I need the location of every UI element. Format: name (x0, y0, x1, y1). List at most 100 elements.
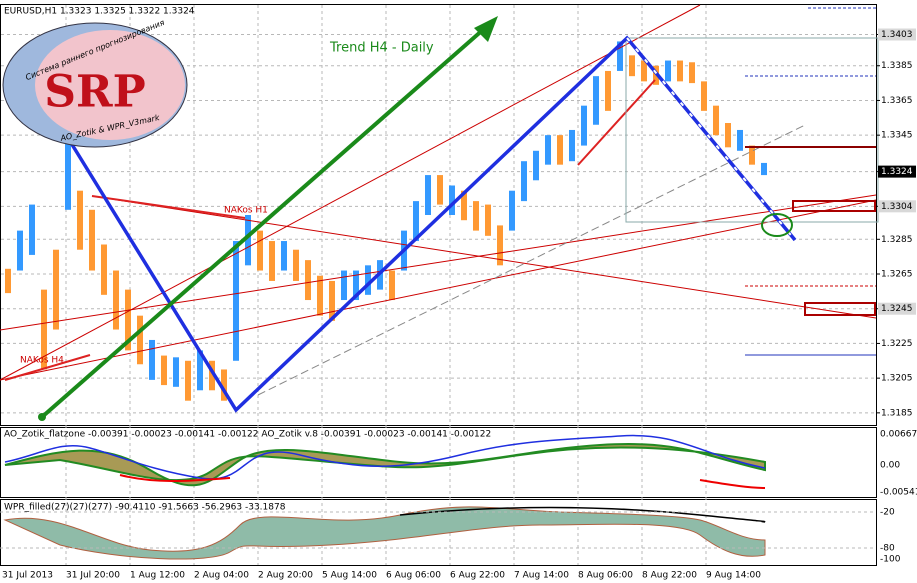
price-bar (437, 175, 443, 205)
price-bar (293, 249, 299, 281)
bars (5, 41, 767, 401)
x-tick-label: 9 Aug 14:00 (706, 571, 761, 581)
price-bar (509, 190, 515, 231)
price-bar (713, 105, 719, 136)
x-tick-label: 5 Aug 14:00 (322, 571, 377, 581)
ao-line (119, 474, 766, 489)
ao-panel (0, 427, 877, 498)
price-bar (737, 129, 743, 151)
y-tick-label: 1.3403 (881, 30, 913, 40)
price-bar (749, 145, 755, 165)
price-bar (233, 241, 239, 361)
price-box (878, 165, 916, 178)
x-tick-label: 8 Aug 06:00 (578, 571, 633, 581)
zigzag-dash (626, 37, 796, 241)
main-panel (0, 4, 877, 426)
trend-arrow (40, 26, 487, 419)
price-bar (605, 70, 611, 111)
level-box (792, 200, 876, 212)
price-bar (365, 265, 371, 295)
price-bar (77, 190, 83, 250)
price-bar (449, 185, 455, 215)
ao-line (4, 434, 766, 480)
price-bar (269, 241, 275, 281)
price-bar (701, 81, 707, 111)
arrow-start (38, 413, 46, 421)
y-tick-label: 1.3304 (881, 202, 913, 212)
x-tick-label: 1 Aug 12:00 (130, 571, 185, 581)
price-bar (149, 339, 155, 380)
x-tick-label: 6 Aug 06:00 (386, 571, 441, 581)
zone-box (625, 37, 879, 223)
price-bar (677, 60, 683, 82)
y-tick-label: 1.3365 (881, 96, 913, 106)
nakos-line (91, 195, 246, 219)
price-box (878, 302, 916, 315)
annotation: Trend H4 - Daily (329, 41, 434, 56)
price-bar (197, 350, 203, 391)
price-bar (665, 60, 671, 82)
level-box (804, 302, 876, 316)
price-bar (17, 230, 23, 271)
y-tick-label: 1.3245 (881, 304, 913, 314)
indicator-scale: -100 (880, 555, 901, 565)
price-bar (173, 357, 179, 387)
y-tick-label: 1.3185 (881, 408, 913, 418)
price-bar (593, 76, 599, 125)
y-tick-label: 1.3265 (881, 270, 913, 280)
price-bar (281, 241, 287, 271)
y-tick-label: 1.3285 (881, 235, 913, 245)
x-tick-label: 2 Aug 20:00 (258, 571, 313, 581)
y-tick-label: 1.3385 (881, 61, 913, 71)
wpr-line (399, 506, 766, 523)
price-bar (413, 201, 419, 242)
annotation: NAKos H4 (20, 356, 64, 366)
overlays (0, 4, 879, 421)
price-bar (209, 360, 215, 391)
wpr-area (3, 506, 766, 560)
price-bar (257, 230, 263, 271)
price-bar (569, 129, 575, 162)
ao-area (4, 443, 766, 487)
zigzag (66, 35, 797, 413)
price-bar (617, 41, 623, 71)
price-bar (341, 270, 347, 301)
price-bar (581, 105, 587, 146)
channel-line (0, 4, 701, 381)
indicator-label: AO_Zotik_flatzone -0.00391 -0.00023 -0.0… (4, 430, 491, 440)
annotation: NAKos H1 (224, 206, 268, 216)
nakos-line (4, 354, 91, 381)
price-bar (461, 190, 467, 221)
price-bar (425, 175, 431, 215)
logo-title: SRP (44, 67, 145, 118)
price-bar (5, 268, 11, 294)
price-box (878, 200, 916, 213)
indicator-scale: 0.00667 (880, 430, 917, 440)
price-bar (305, 260, 311, 301)
price-bar (389, 270, 395, 301)
x-tick-label: 7 Aug 14:00 (514, 571, 569, 581)
indicator-scale: -80 (880, 544, 895, 554)
price-bar (761, 162, 767, 176)
price-bar (317, 275, 323, 316)
price-bar (641, 60, 647, 82)
x-tick-label: 8 Aug 22:00 (642, 571, 697, 581)
channel-line (91, 195, 877, 319)
indicator-scale: 0.00 (880, 461, 900, 471)
logo-inner (35, 30, 185, 140)
logo: SRP Система раннего прогнозирования AO_Z… (2, 18, 188, 148)
price-bar (629, 55, 635, 77)
target-ellipse (761, 213, 793, 237)
price-bar (725, 123, 731, 148)
price-bar (473, 201, 479, 231)
arrow-head (474, 16, 498, 42)
y-tick-label: 1.3205 (881, 374, 913, 384)
channel-line (0, 194, 877, 331)
y-tick-label: 1.3225 (881, 339, 913, 349)
price-box (878, 28, 916, 41)
price-bar (497, 225, 503, 266)
price-bar (53, 249, 59, 330)
price-bar (221, 369, 227, 401)
channel-line (0, 199, 877, 381)
wpr-panel (0, 499, 877, 566)
